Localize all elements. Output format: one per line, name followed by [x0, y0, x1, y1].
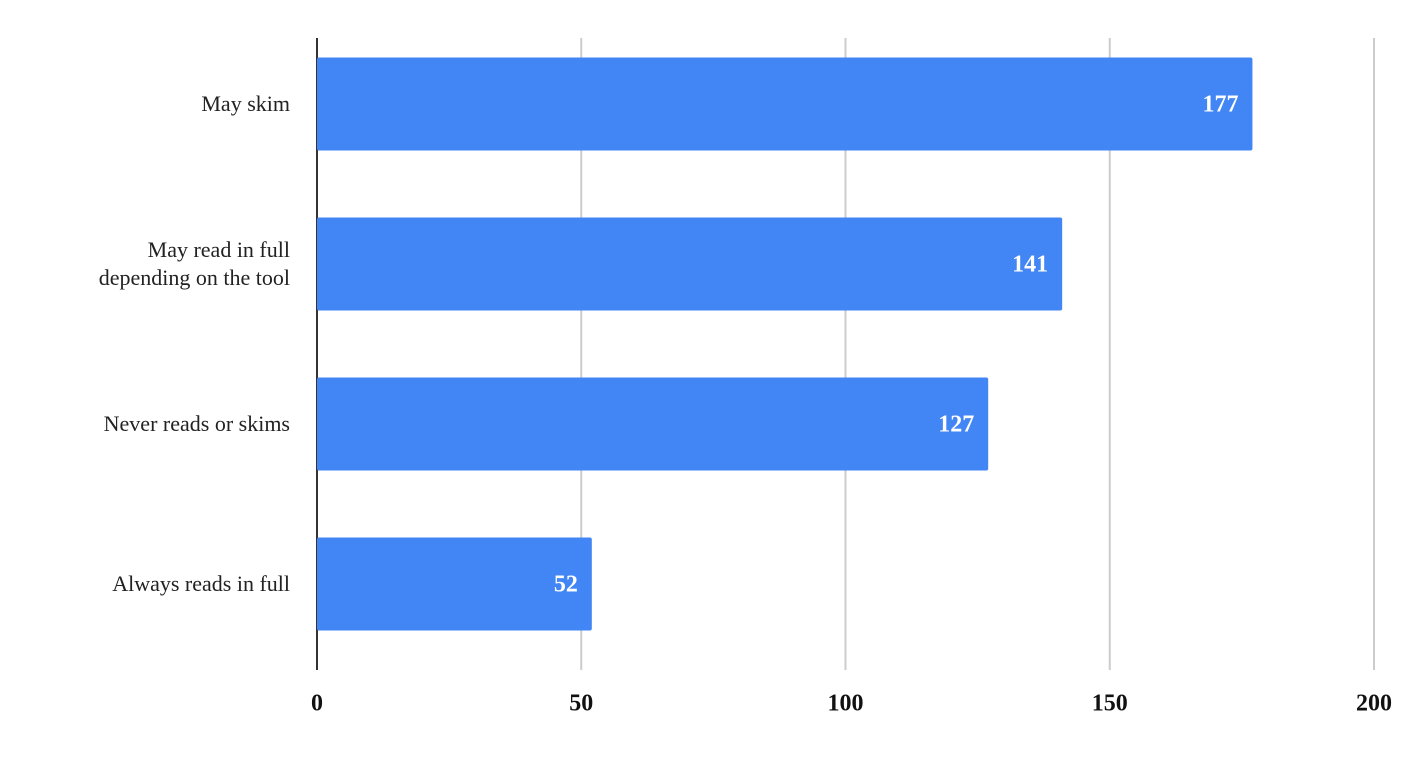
y-tick-label: May read in full depending on the tool [98, 237, 290, 290]
x-tick-label: 100 [828, 691, 864, 717]
bar [317, 537, 592, 631]
value-label: 52 [554, 572, 578, 598]
value-label: 127 [938, 412, 974, 438]
y-tick-label: Always reads in full [112, 571, 290, 596]
x-tick-label: 50 [569, 691, 593, 717]
x-tick-label: 150 [1092, 691, 1128, 717]
value-label: 177 [1202, 92, 1238, 118]
y-tick-label: May skim [201, 91, 290, 116]
x-tick-label: 200 [1356, 691, 1392, 717]
y-tick-label: Never reads or skims [103, 411, 290, 436]
bar [317, 217, 1063, 311]
value-label: 141 [1012, 252, 1048, 278]
bar [317, 57, 1253, 151]
x-tick-label: 0 [311, 691, 323, 717]
bar [317, 377, 989, 471]
